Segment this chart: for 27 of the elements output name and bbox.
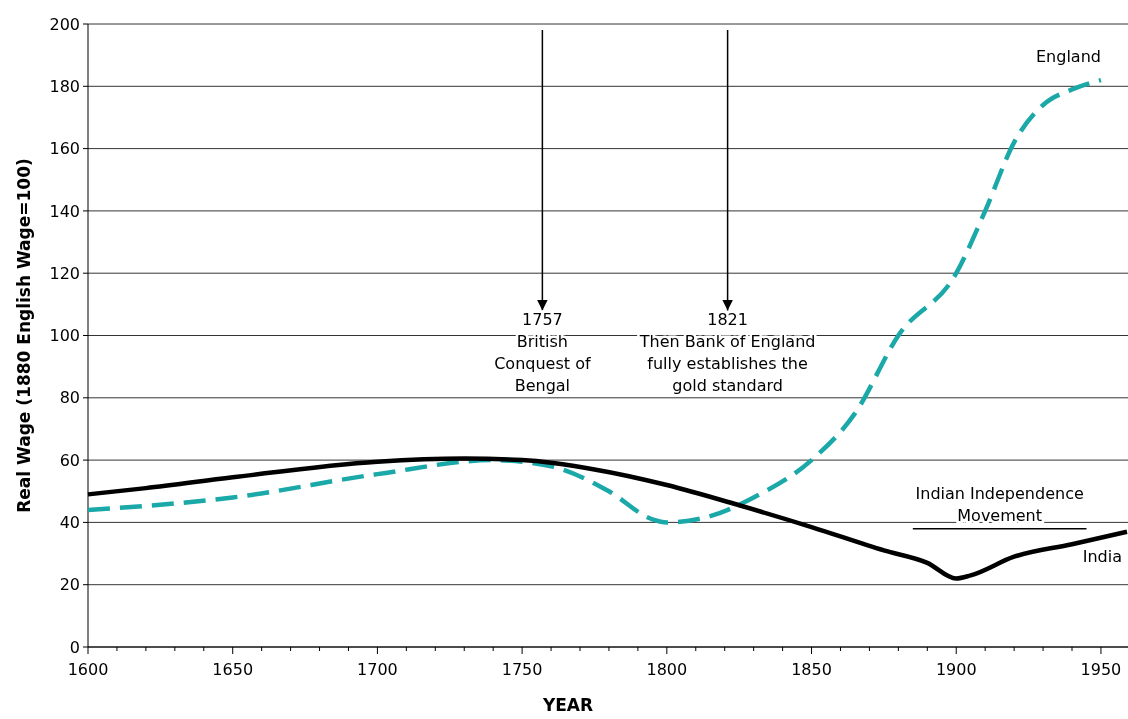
x-tick-label: 1750 bbox=[501, 660, 543, 679]
y-tick-label: 160 bbox=[49, 139, 80, 159]
y-tick-label: 120 bbox=[49, 263, 80, 283]
x-tick-label: 1650 bbox=[212, 660, 254, 679]
y-tick-label: 200 bbox=[49, 14, 80, 34]
y-tick-label: 60 bbox=[59, 450, 80, 470]
line-series bbox=[85, 77, 1104, 525]
ref-line-label: 1757 British Conquest of Bengal bbox=[494, 309, 591, 395]
y-tick-label: 40 bbox=[59, 513, 80, 532]
ref-line-label: 1821 Then Bank of England fully establishes the gold standard bbox=[638, 309, 816, 395]
series-label: England bbox=[1036, 47, 1101, 67]
y-tick-label: 100 bbox=[49, 326, 80, 346]
y-tick-label: 180 bbox=[49, 76, 80, 96]
y-tick-label: 80 bbox=[59, 388, 80, 408]
annotation: Indian Independence Movement bbox=[915, 483, 1084, 525]
y-tick-label: 20 bbox=[59, 575, 80, 595]
y-axis-title: Real Wage (1880 English Wage=100) bbox=[14, 158, 34, 513]
x-tick-label: 1950 bbox=[1080, 660, 1122, 679]
x-tick-label: 1700 bbox=[357, 660, 398, 679]
x-tick-label: 1900 bbox=[935, 660, 977, 679]
x-tick-label: 1850 bbox=[791, 660, 832, 679]
y-tick-label: 0 bbox=[69, 637, 80, 657]
series-label: India bbox=[1082, 546, 1122, 566]
x-axis-title: YEAR bbox=[541, 695, 594, 715]
x-tick-label: 1800 bbox=[646, 660, 688, 679]
y-tick-label: 140 bbox=[49, 201, 80, 221]
x-tick-label: 1600 bbox=[67, 660, 109, 679]
